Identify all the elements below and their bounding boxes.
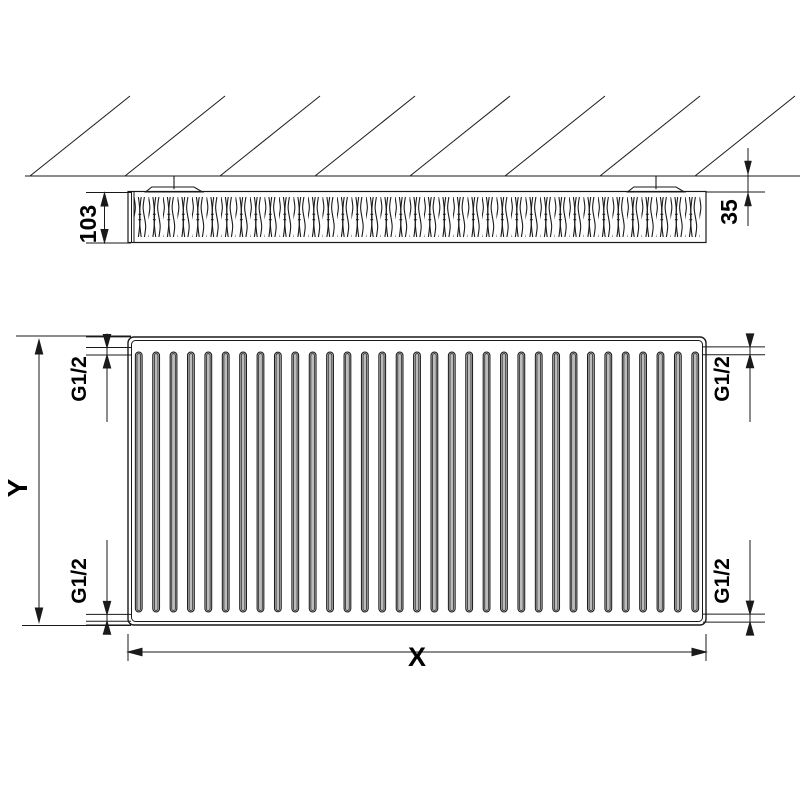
svg-text:X: X (408, 642, 426, 672)
svg-text:35: 35 (716, 199, 742, 225)
svg-text:G1/2: G1/2 (68, 558, 91, 604)
svg-text:G1/2: G1/2 (711, 558, 734, 604)
svg-text:G1/2: G1/2 (711, 356, 734, 402)
svg-text:103: 103 (75, 205, 101, 243)
svg-text:Y: Y (2, 478, 33, 497)
svg-text:G1/2: G1/2 (68, 356, 91, 402)
